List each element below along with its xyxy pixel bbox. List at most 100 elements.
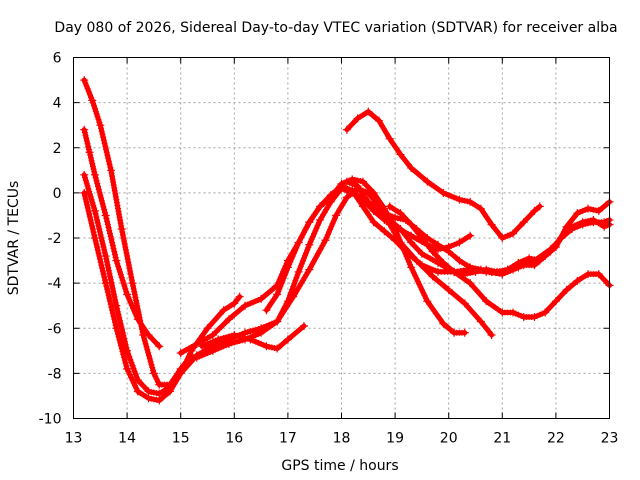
data-point: [407, 164, 416, 173]
data-point: [557, 234, 566, 242]
data-point: [476, 317, 485, 326]
data-point: [509, 308, 518, 317]
data-point: [498, 308, 507, 317]
y-tick-label: 4: [53, 96, 62, 112]
data-point: [358, 177, 367, 186]
x-tick-label: 22: [547, 431, 565, 447]
data-point: [316, 202, 325, 211]
x-tick-label: 17: [279, 431, 297, 447]
series-line: [344, 109, 543, 241]
data-point: [358, 195, 367, 204]
data-point: [380, 209, 389, 218]
data-point: [273, 290, 282, 299]
data-point: [444, 285, 453, 294]
data-point: [455, 238, 464, 247]
series-sat-j: [342, 177, 614, 321]
data-point: [509, 229, 518, 238]
data-point: [155, 389, 164, 398]
data-point: [450, 267, 459, 276]
data-point: [417, 234, 426, 242]
y-tick-label: 2: [53, 141, 62, 157]
data-point: [519, 312, 528, 321]
data-point: [396, 150, 405, 159]
data-point: [208, 331, 217, 340]
data-point: [391, 236, 400, 245]
data-point: [214, 335, 223, 344]
x-axis-label: GPS time / hours: [281, 458, 398, 474]
data-point: [369, 218, 378, 227]
data-point: [385, 202, 394, 211]
data-point: [246, 335, 255, 344]
data-point: [101, 252, 110, 261]
y-tick-label: -6: [48, 321, 62, 337]
x-tick-label: 18: [333, 431, 351, 447]
data-point: [482, 265, 491, 274]
axis-ticks: 13 14 15 16 17 18 19 20 21 22 23 -10 -8 -6 -4 -2 0 2 4 6: [39, 51, 619, 447]
data-point: [439, 258, 448, 267]
data-point: [567, 222, 576, 231]
data-point: [85, 148, 94, 157]
data-point: [326, 191, 335, 200]
data-point: [466, 197, 475, 206]
data-point: [396, 209, 405, 218]
data-point: [198, 342, 207, 351]
data-point: [455, 195, 464, 204]
x-tick-label: 23: [601, 431, 619, 447]
data-point: [396, 224, 405, 233]
y-tick-label: 6: [53, 51, 62, 67]
data-point: [101, 211, 110, 220]
data-point: [230, 331, 239, 340]
x-tick-label: 14: [118, 431, 136, 447]
data-point: [144, 331, 153, 340]
data-point: [530, 206, 539, 215]
data-point: [273, 317, 282, 326]
data-point: [460, 270, 469, 279]
data-point: [133, 315, 142, 324]
data-point: [439, 188, 448, 197]
series-sat-l: [385, 202, 614, 279]
series-sat-i: [342, 107, 544, 242]
data-point: [80, 188, 89, 197]
data-point: [235, 292, 244, 301]
data-point: [299, 321, 308, 330]
data-point: [492, 267, 501, 276]
data-point: [450, 328, 459, 337]
x-tick-label: 20: [440, 431, 458, 447]
data-point: [460, 299, 469, 308]
x-tick-label: 16: [225, 431, 243, 447]
data-point: [380, 227, 389, 236]
data-point: [305, 218, 314, 227]
data-point: [289, 292, 298, 301]
data-point: [176, 349, 185, 358]
data-point: [117, 224, 126, 233]
data-point: [476, 204, 485, 213]
data-point: [294, 238, 303, 247]
x-tick-label: 21: [493, 431, 511, 447]
data-point: [112, 324, 121, 333]
data-point: [230, 299, 239, 308]
data-point: [594, 206, 603, 215]
data-point: [155, 342, 164, 351]
y-tick-label: -2: [48, 231, 62, 247]
y-tick-label: -10: [39, 412, 62, 428]
data-point: [578, 218, 587, 227]
data-point: [433, 240, 442, 249]
data-point: [562, 285, 571, 294]
data-point: [375, 116, 384, 125]
data-point: [401, 247, 410, 256]
data-point: [90, 206, 99, 215]
data-point: [80, 125, 89, 134]
data-point: [144, 387, 153, 396]
data-point: [273, 344, 282, 353]
data-point: [584, 204, 593, 213]
data-point: [584, 270, 593, 279]
data-point: [283, 335, 292, 344]
data-point: [439, 319, 448, 328]
data-point: [155, 380, 164, 389]
data-point: [262, 342, 271, 351]
data-point: [80, 76, 89, 85]
data-point: [176, 369, 185, 378]
y-tick-label: -4: [48, 276, 62, 292]
data-point: [262, 306, 271, 315]
